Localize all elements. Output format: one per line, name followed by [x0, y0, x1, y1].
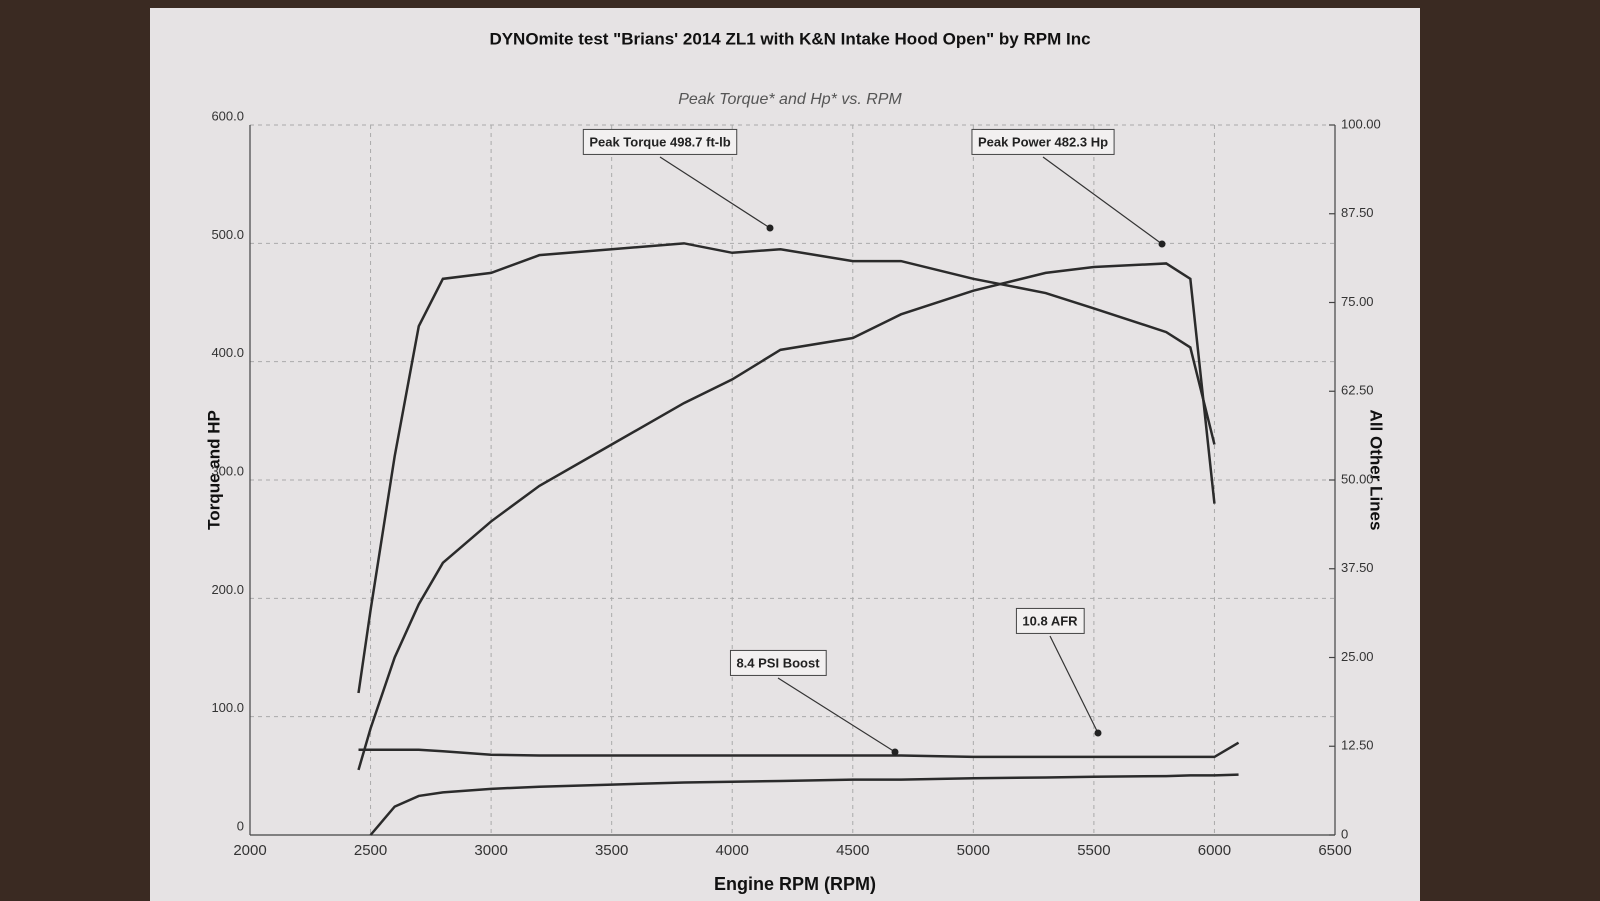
annotation-box: [729, 649, 827, 676]
y2-axis-label: All Other Lines: [1367, 410, 1386, 531]
annotation-arrow: [659, 156, 771, 229]
x-tick-label: 4500: [836, 842, 869, 859]
y-axis-label: Torque and HP: [204, 410, 223, 530]
y-tick-label: 300.0: [211, 463, 244, 478]
y2-tick-label: 0: [1341, 826, 1348, 841]
x-tick-label: 3000: [474, 842, 507, 859]
x-tick-label: 2500: [354, 842, 387, 859]
paper: [150, 8, 1420, 901]
x-tick-label: 3500: [595, 842, 628, 859]
annotation: Peak Torque 498.7 ft-lb: [589, 134, 730, 149]
line-series: [358, 741, 1240, 759]
x-tick-label: 5500: [1077, 842, 1110, 859]
x-tick-label: 5000: [957, 842, 990, 859]
chart-subtitle: Peak Torque* and Hp* vs. RPM: [678, 91, 902, 108]
y2-tick-label: 50.00: [1341, 471, 1374, 486]
annotation-arrowhead: [1158, 240, 1166, 248]
annotation: 10.8 AFR: [1022, 613, 1078, 628]
y-tick-label: 500.0: [211, 227, 244, 242]
y-tick-label: 0: [237, 818, 244, 833]
x-tick-label: 6000: [1198, 842, 1231, 859]
annotation-arrow: [1049, 635, 1099, 734]
annotation: 8.4 PSI Boost: [736, 655, 820, 670]
line-series: [357, 242, 1216, 694]
y2-tick-label: 100.00: [1341, 116, 1381, 131]
annotation-arrowhead: [1094, 729, 1102, 737]
annotation-arrowhead: [891, 748, 899, 756]
annotation-arrow: [777, 677, 896, 753]
x-axis-label: Engine RPM (RPM): [714, 874, 876, 894]
annotation-box: [1015, 607, 1085, 634]
annotation-box: [582, 128, 738, 155]
y2-tick-label: 87.50: [1341, 205, 1374, 220]
y2-tick-label: 75.00: [1341, 294, 1374, 309]
y2-tick-label: 62.50: [1341, 383, 1374, 398]
y-tick-label: 400.0: [211, 345, 244, 360]
x-tick-label: 4000: [716, 842, 749, 859]
x-tick-label: 6500: [1318, 842, 1351, 859]
y-tick-label: 600.0: [211, 108, 244, 123]
y2-tick-label: 37.50: [1341, 560, 1374, 575]
annotation-box: [971, 128, 1115, 155]
y-tick-label: 200.0: [211, 582, 244, 597]
annotation-arrow: [1042, 156, 1163, 245]
annotation: Peak Power 482.3 Hp: [978, 134, 1108, 149]
chart-title: DYNOmite test "Brians' 2014 ZL1 with K&N…: [489, 29, 1090, 48]
x-tick-label: 2000: [233, 842, 266, 859]
y2-tick-label: 12.50: [1341, 738, 1374, 753]
line-series: [357, 262, 1216, 771]
annotation-arrowhead: [766, 224, 774, 232]
y-tick-label: 100.0: [211, 700, 244, 715]
y2-tick-label: 25.00: [1341, 649, 1374, 664]
line-series: [369, 773, 1239, 836]
